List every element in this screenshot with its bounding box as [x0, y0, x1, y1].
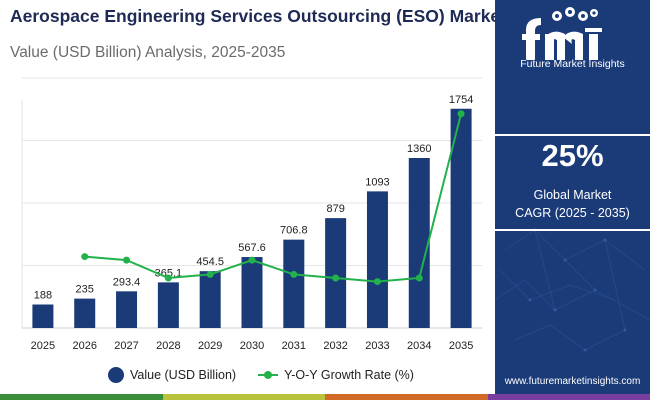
legend-line-swatch [258, 370, 279, 380]
growth-line [84, 113, 463, 283]
x-tick-label: 2025 [31, 340, 55, 352]
bar-data-label: 567.6 [238, 242, 266, 254]
growth-point [248, 256, 256, 264]
bar [32, 304, 54, 328]
divider [495, 229, 650, 231]
bar [283, 239, 305, 328]
bar [157, 282, 179, 328]
strip-segment [487, 394, 650, 400]
bar-data-label: 235 [76, 284, 94, 296]
legend-growth-label: Y-O-Y Growth Rate (%) [284, 368, 414, 382]
x-tick-label: 2029 [198, 340, 222, 352]
growth-point [415, 274, 423, 282]
bar [408, 158, 430, 328]
strip-segment [0, 394, 163, 400]
side-panel: Future Market Insights 25% Global Market… [495, 0, 650, 394]
x-tick-label: 2030 [240, 340, 264, 352]
x-axis-ticks: 2025 2026 2027 2028 2029 2030 2031 2032 2033 2034… [31, 340, 474, 352]
data-labels: 188 235 293.4 365.1 454.5 567.6 706.8 879 1093 13… [34, 94, 474, 302]
bar-data-label: 1093 [365, 176, 389, 188]
fmi-logo [522, 7, 602, 60]
growth-point [164, 274, 172, 282]
bar [116, 291, 138, 328]
legend-value-label: Value (USD Billion) [130, 368, 237, 382]
growth-point [290, 270, 298, 278]
growth-point [81, 253, 89, 261]
bar-data-label: 188 [34, 290, 52, 302]
legend-item-value[interactable]: Value (USD Billion) [108, 367, 236, 383]
x-tick-label: 2031 [282, 340, 306, 352]
cagr-label-line2: CAGR (2025 - 2035) [515, 206, 630, 220]
x-tick-label: 2035 [449, 340, 473, 352]
x-tick-label: 2027 [114, 340, 138, 352]
chart-title: Aerospace Engineering Services Outsourci… [10, 6, 506, 26]
x-tick-label: 2033 [365, 340, 389, 352]
growth-point [457, 110, 465, 118]
x-tick-label: 2028 [156, 340, 180, 352]
x-tick-label: 2026 [72, 340, 96, 352]
growth-point [206, 270, 214, 278]
legend: Value (USD Billion) Y-O-Y Growth Rate (%… [108, 367, 414, 383]
bar-data-label: 454.5 [196, 256, 224, 268]
legend-item-growth[interactable]: Y-O-Y Growth Rate (%) [258, 368, 414, 382]
chart-area: 188 235 293.4 365.1 454.5 567.6 706.8 879 1093 13… [21, 77, 482, 352]
strip-segment [325, 394, 488, 400]
bar [74, 298, 96, 328]
cagr-label: Global Market CAGR (2025 - 2035) [495, 186, 650, 222]
bar-data-label: 365.1 [155, 267, 183, 279]
cagr-value: 25% [541, 138, 604, 173]
bar-data-label: 1360 [407, 143, 431, 155]
bar [450, 108, 472, 328]
growth-point [123, 256, 131, 264]
bar-data-label: 879 [326, 203, 344, 215]
website-link[interactable]: www.futuremarketinsights.com [504, 376, 641, 387]
divider [495, 134, 650, 136]
growth-point [332, 274, 340, 282]
growth-line-series [81, 110, 465, 286]
legend-bar-swatch [108, 367, 124, 383]
bottom-color-strip [0, 394, 650, 400]
bar [325, 218, 347, 328]
growth-point [373, 278, 381, 286]
cagr-label-line1: Global Market [533, 188, 612, 202]
bar [241, 257, 263, 328]
bar-series [32, 108, 472, 328]
x-tick-label: 2032 [323, 340, 347, 352]
bar-data-label: 293.4 [113, 276, 141, 288]
chart-subtitle: Value (USD Billion) Analysis, 2025-2035 [10, 44, 286, 61]
bar-data-label: 1754 [449, 94, 473, 106]
bar-data-label: 706.8 [280, 225, 308, 237]
x-tick-label: 2034 [407, 340, 431, 352]
bar [199, 271, 221, 328]
logo-wordmark: Future Market Insights [520, 58, 625, 70]
bar [366, 191, 388, 328]
strip-segment [162, 394, 325, 400]
